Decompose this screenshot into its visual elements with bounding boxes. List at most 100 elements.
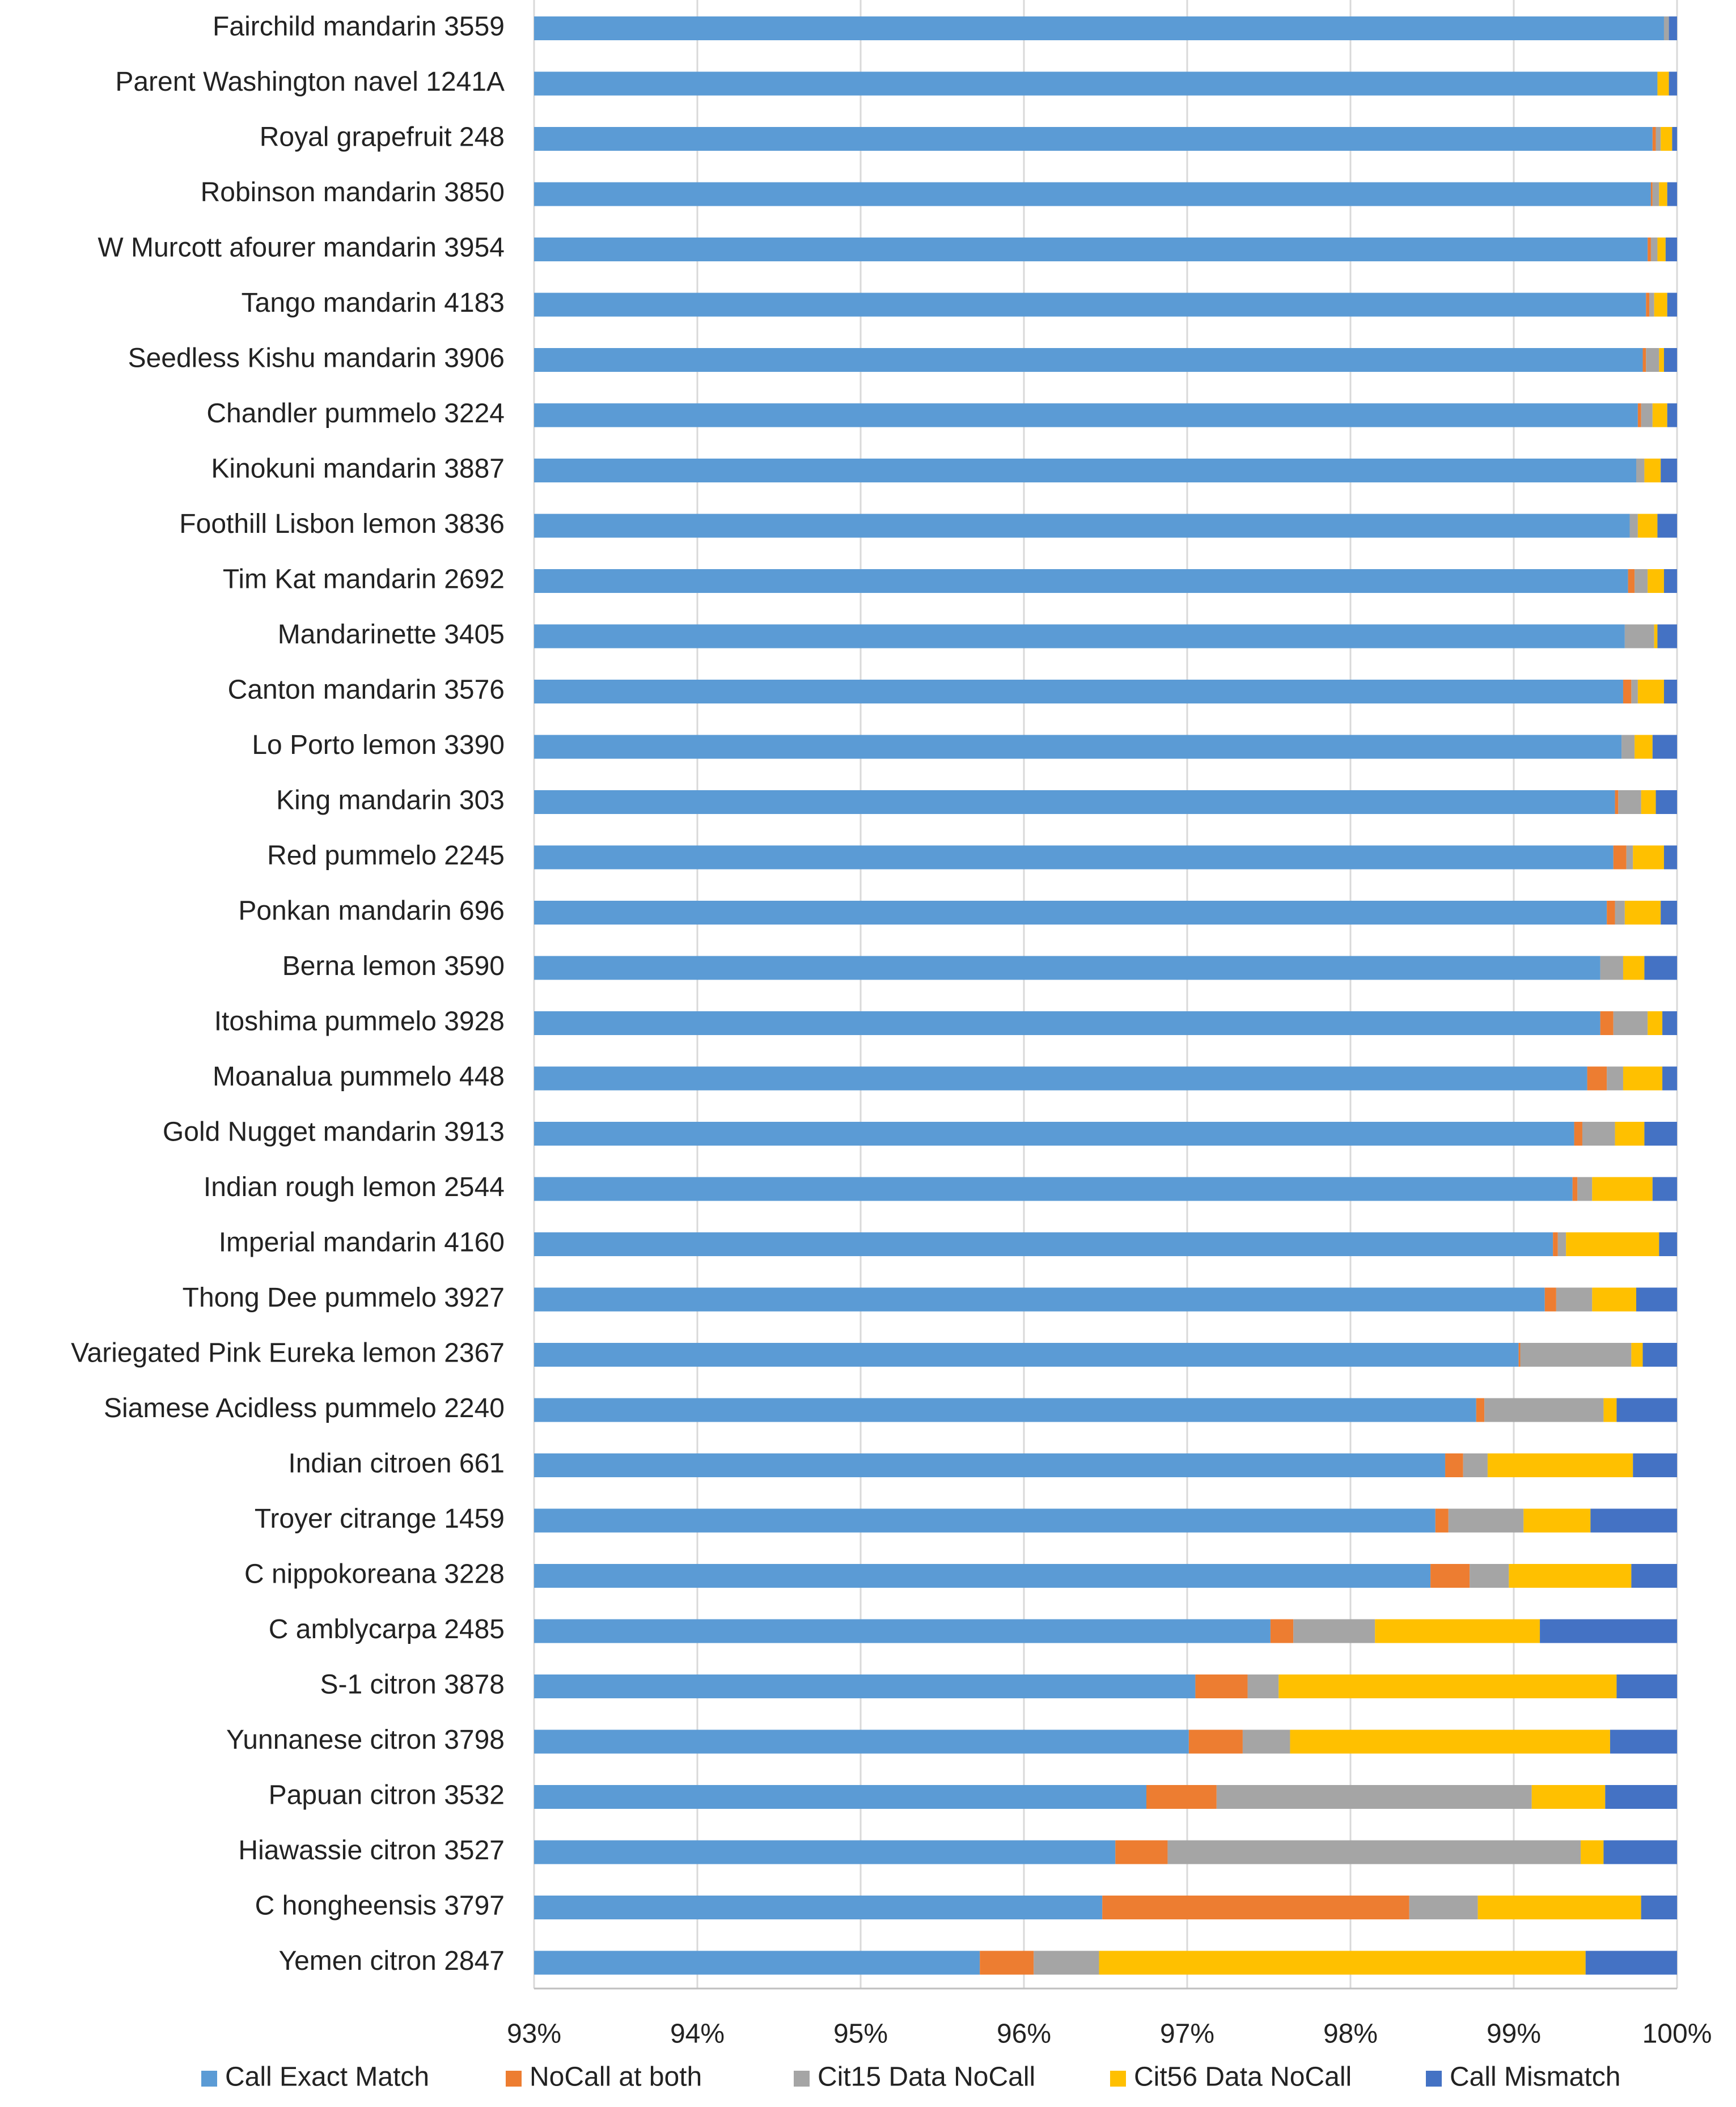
bar-segment	[1644, 1122, 1677, 1146]
bar-segment	[1603, 1398, 1617, 1422]
bar-segment	[1631, 680, 1638, 703]
bar-segment	[980, 1951, 1034, 1975]
bar-segment	[1613, 1011, 1648, 1035]
bar-segment	[1531, 1785, 1606, 1809]
bar-segment	[1623, 1066, 1663, 1091]
legend-swatch	[1110, 2071, 1126, 2087]
y-tick-label: Mandarinette 3405	[278, 620, 505, 650]
bar-segment	[1476, 1398, 1485, 1422]
bar-segment	[1663, 569, 1677, 593]
bar-segment	[1624, 624, 1654, 648]
bar-segment	[1102, 1896, 1409, 1919]
bar-segment	[1247, 1674, 1279, 1698]
legend-label: Cit56 Data NoCall	[1134, 2062, 1352, 2092]
y-tick-label: Robinson mandarin 3850	[201, 177, 505, 207]
bar-segment	[1657, 514, 1677, 538]
bar-segment	[1621, 735, 1635, 759]
bar-segment	[534, 1564, 1431, 1588]
bar-segment	[1663, 680, 1677, 703]
y-tick-label: Foothill Lisbon lemon 3836	[179, 509, 505, 539]
bar-segment	[1445, 1453, 1463, 1477]
bar-segment	[534, 127, 1653, 151]
bar-segment	[1624, 901, 1661, 925]
y-tick-label: Ponkan mandarin 696	[238, 896, 505, 926]
bar-segment	[1463, 1453, 1488, 1477]
bar-segment	[534, 845, 1614, 870]
bar-segment	[1487, 1453, 1633, 1477]
legend-label: Call Mismatch	[1450, 2062, 1620, 2092]
bar-segment	[1663, 348, 1677, 372]
bar-segment	[1649, 292, 1654, 317]
bar-segment	[1672, 127, 1677, 151]
bar-segment	[1629, 514, 1638, 538]
bar-segment	[1635, 569, 1648, 593]
bar-segment	[1637, 514, 1658, 538]
bar-segment	[1278, 1674, 1617, 1698]
bar-segment	[1607, 901, 1615, 925]
bar-segment	[534, 790, 1615, 814]
bar-segment	[534, 1232, 1553, 1256]
bar-segment	[1523, 1508, 1591, 1533]
y-tick-label: Tim Kat mandarin 2692	[223, 565, 505, 595]
y-tick-label: Berna lemon 3590	[282, 951, 505, 981]
bar-segment	[1636, 1287, 1677, 1312]
bar-segment	[1613, 845, 1627, 870]
bar-segment	[1648, 569, 1664, 593]
y-tick-label: Indian citroen 661	[288, 1449, 505, 1479]
y-tick-label: Seedless Kishu mandarin 3906	[128, 344, 505, 374]
bar-segment	[534, 1508, 1436, 1533]
y-tick-label: Siamese Acidless pummelo 2240	[104, 1393, 505, 1423]
bar-segment	[1650, 182, 1653, 206]
y-tick-label: Royal grapefruit 248	[260, 122, 505, 152]
bar-segment	[1657, 71, 1669, 96]
y-tick-label: C nippokoreana 3228	[244, 1559, 505, 1589]
y-tick-label: Variegated Pink Eureka lemon 2367	[71, 1338, 505, 1368]
bar-segment	[1663, 845, 1677, 870]
bar-segment	[1648, 1011, 1663, 1035]
bar-segment	[1577, 1177, 1593, 1201]
x-tick-label: 93%	[507, 2019, 561, 2049]
legend-swatch	[201, 2071, 217, 2087]
y-tick-label: Papuan citron 3532	[269, 1780, 505, 1811]
bar-segment	[534, 71, 1658, 96]
bar-segment	[1557, 1232, 1566, 1256]
legend-label: Cit15 Data NoCall	[818, 2062, 1035, 2092]
bar-segment	[1615, 901, 1625, 925]
bar-segment	[1659, 348, 1664, 372]
bar-segment	[1663, 16, 1669, 40]
bar-segment	[534, 569, 1628, 593]
bar-segment	[1605, 1785, 1677, 1809]
bar-segment	[1470, 1564, 1509, 1588]
bar-segment	[1616, 1398, 1677, 1422]
bar-segment	[1661, 459, 1677, 482]
bar-segment	[1659, 1232, 1677, 1256]
bar-segment	[534, 1840, 1116, 1864]
bar-segment	[1167, 1840, 1581, 1864]
bar-segment	[1657, 624, 1677, 648]
bar-segment	[1650, 238, 1658, 261]
bar-segment	[1195, 1674, 1248, 1698]
bar-segment	[1592, 1177, 1653, 1201]
bar-segment	[1585, 1951, 1677, 1975]
legend-label: NoCall at both	[530, 2062, 702, 2092]
bar-segment	[1435, 1508, 1449, 1533]
bar-segment	[1655, 790, 1677, 814]
bar-segment	[1115, 1840, 1168, 1864]
bar-segment	[534, 514, 1630, 538]
bar-segment	[534, 348, 1643, 372]
y-tick-label: Parent Washington navel 1241A	[115, 67, 505, 97]
bar-segment	[1623, 956, 1645, 980]
bar-segment	[1652, 182, 1659, 206]
y-tick-label: Canton mandarin 3576	[228, 675, 505, 705]
y-tick-label: Lo Porto lemon 3390	[252, 730, 505, 760]
y-tick-label: King mandarin 303	[276, 786, 505, 816]
bar-segment	[1641, 1896, 1677, 1919]
bar-segment	[1652, 127, 1656, 151]
bar-segment	[1430, 1564, 1470, 1588]
bar-segment	[1633, 1453, 1677, 1477]
bar-segment	[1646, 292, 1650, 317]
bar-segment	[534, 624, 1625, 648]
legend-swatch	[1426, 2071, 1442, 2087]
y-tick-label: Red pummelo 2245	[267, 841, 505, 871]
